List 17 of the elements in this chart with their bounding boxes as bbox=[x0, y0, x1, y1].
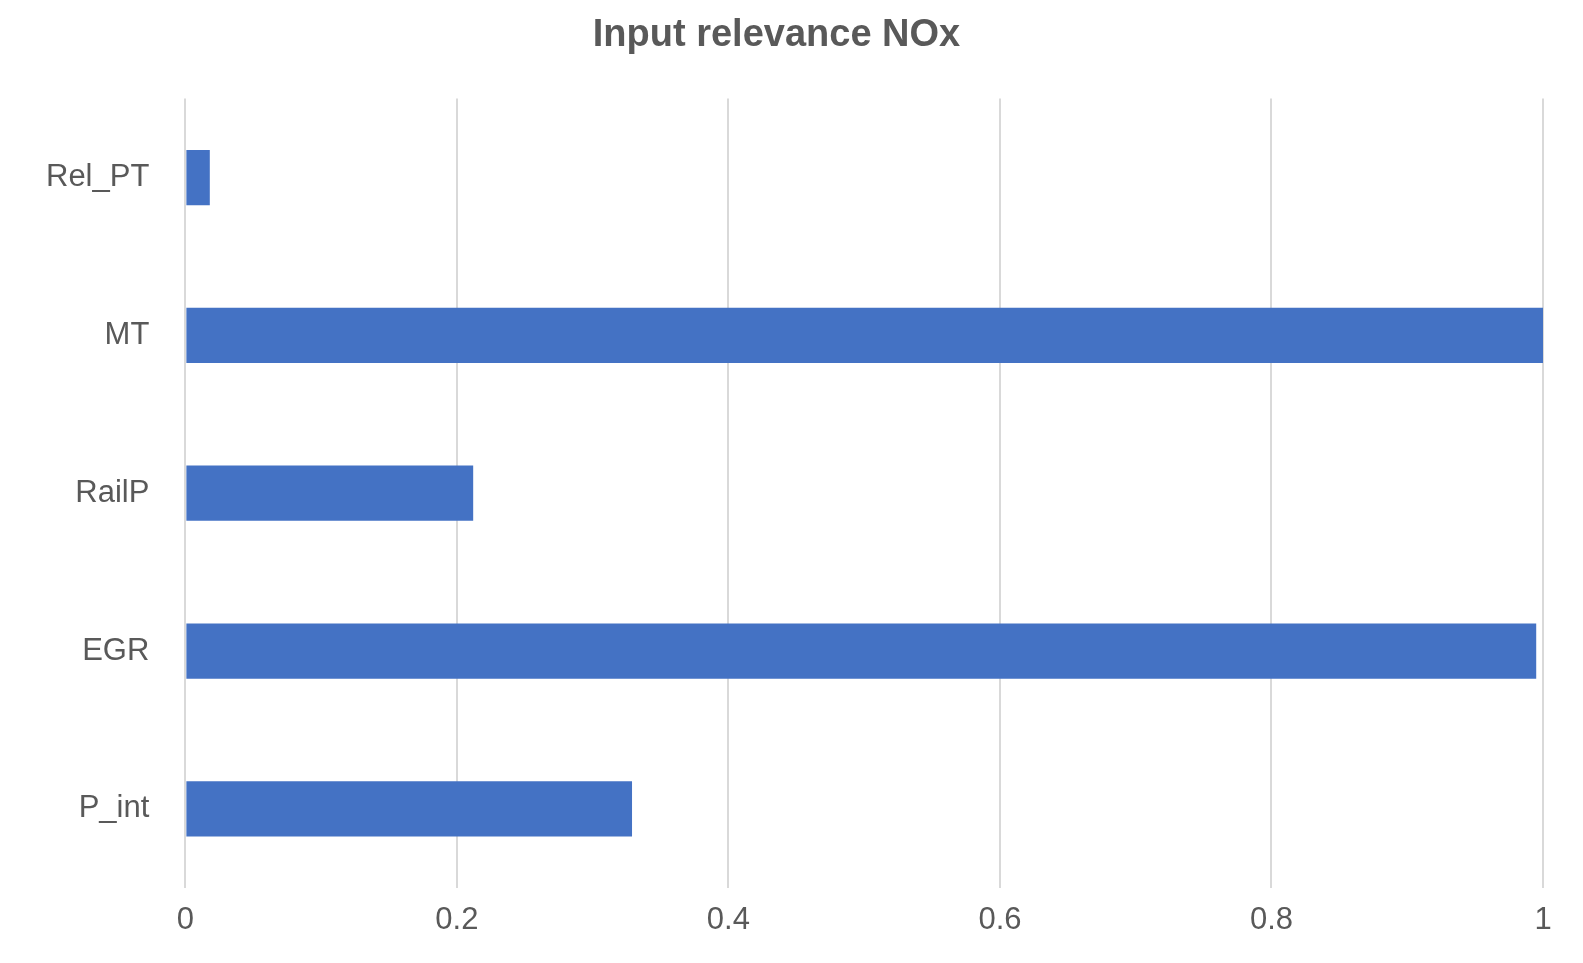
y-tick-label: Rel_PT bbox=[45, 158, 150, 194]
x-tick-label: 0 bbox=[176, 900, 194, 936]
bar bbox=[186, 465, 474, 521]
bar bbox=[186, 781, 633, 837]
x-tick-label: 0.8 bbox=[1249, 900, 1294, 936]
bar bbox=[186, 149, 210, 206]
y-tick-label: RailP bbox=[75, 473, 150, 509]
bar bbox=[186, 623, 1537, 679]
y-tick-label: P_int bbox=[78, 789, 150, 825]
y-tick-label: MT bbox=[104, 315, 150, 351]
x-tick-label: 0.6 bbox=[978, 900, 1022, 936]
x-tick-label: 0.4 bbox=[706, 900, 750, 936]
x-tick-label: 1 bbox=[1534, 900, 1552, 936]
bar bbox=[186, 307, 1543, 363]
chart-title: Input relevance NOx bbox=[592, 12, 961, 55]
y-tick-label: EGR bbox=[82, 631, 150, 667]
x-tick-label: 0.2 bbox=[435, 900, 479, 936]
